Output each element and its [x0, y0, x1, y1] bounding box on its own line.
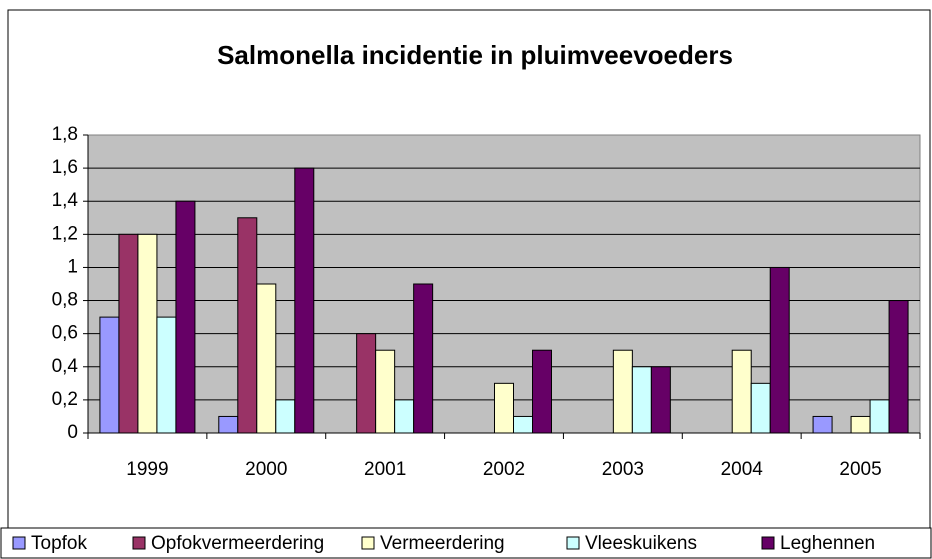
bar — [218, 415, 239, 434]
bar — [356, 333, 377, 434]
legend-label: Leghennen — [780, 533, 875, 554]
bar — [156, 316, 177, 434]
y-tick-label: 0,8 — [52, 290, 78, 311]
y-tick-label: 0,2 — [52, 389, 78, 410]
x-tick-label: 2004 — [721, 459, 764, 480]
y-tick-label: 0 — [67, 422, 78, 443]
legend-swatch — [12, 536, 26, 550]
y-tick-label: 1,8 — [52, 124, 78, 145]
bar — [750, 382, 771, 434]
bar — [631, 366, 652, 434]
bar — [850, 415, 871, 434]
bar — [256, 283, 277, 434]
legend-swatch — [761, 536, 775, 550]
x-tick-label: 1999 — [126, 459, 168, 480]
bar — [375, 349, 396, 434]
bar — [413, 283, 434, 434]
y-tick-label: 1,4 — [52, 190, 79, 211]
bar — [650, 366, 671, 434]
chart-title: Salmonella incidentie in pluimveevoeders — [217, 40, 733, 70]
legend — [0, 527, 932, 559]
bar — [869, 399, 890, 434]
legend-swatch — [566, 536, 580, 550]
x-tick-label: 2002 — [483, 459, 525, 480]
bar — [118, 233, 139, 434]
y-tick-label: 1 — [67, 256, 78, 277]
y-tick-label: 1,6 — [52, 157, 78, 178]
bar — [394, 399, 415, 434]
bar — [513, 415, 533, 434]
legend-label: Vleeskuikens — [585, 533, 697, 554]
bar — [175, 200, 196, 434]
bar — [275, 399, 296, 434]
bar — [612, 349, 633, 434]
legend-label: Opfokvermeerdering — [151, 533, 324, 554]
bar — [137, 233, 158, 434]
bar — [494, 382, 514, 434]
legend-swatch — [361, 536, 375, 550]
x-tick-label: 2001 — [364, 459, 406, 480]
y-tick-label: 0,6 — [52, 323, 78, 344]
bar — [294, 167, 315, 434]
bar — [99, 316, 120, 434]
bar — [769, 266, 790, 434]
bar — [731, 349, 752, 434]
x-tick-label: 2000 — [245, 459, 287, 480]
x-tick-label: 2005 — [839, 459, 881, 480]
legend-swatch — [132, 536, 146, 550]
x-tick-label: 2003 — [602, 459, 644, 480]
bar — [532, 349, 552, 434]
legend-label: Topfok — [31, 533, 87, 554]
bar — [237, 217, 258, 434]
y-tick-label: 1,2 — [52, 223, 78, 244]
bar — [888, 300, 909, 434]
legend-label: Vermeerdering — [380, 533, 505, 554]
bar — [812, 415, 833, 434]
y-tick-label: 0,4 — [52, 356, 79, 377]
